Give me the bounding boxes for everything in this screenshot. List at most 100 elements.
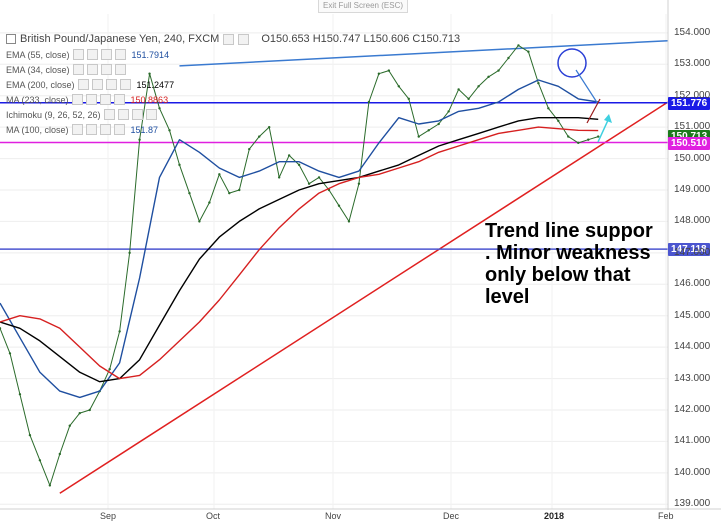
close-icon[interactable]: [105, 79, 117, 90]
y-tick-label: 145.000: [674, 309, 711, 321]
price-point: [337, 204, 341, 207]
indicator-name: MA (233, close): [6, 94, 69, 105]
settings-icon[interactable]: [85, 124, 97, 135]
price-point: [277, 176, 281, 179]
y-tick-label: 153.000: [674, 58, 711, 70]
indicator-row[interactable]: EMA (55, close) 151.7914: [6, 47, 460, 62]
indicator-row[interactable]: MA (100, close) 151.87: [6, 122, 460, 137]
price-point: [357, 182, 361, 185]
eye-icon[interactable]: [71, 124, 83, 135]
close-icon[interactable]: [99, 124, 111, 135]
y-tick-label: 149.000: [674, 184, 711, 195]
x-tick-label: Sep: [100, 511, 117, 521]
price-point: [48, 484, 52, 487]
indicator-value: 151.87: [130, 124, 159, 135]
projection-line-2: [586, 98, 601, 124]
settings-icon[interactable]: [117, 109, 129, 120]
drawings: [0, 39, 669, 494]
y-tick-label: 154.000: [674, 26, 711, 38]
price-point: [497, 69, 500, 72]
indicator-row[interactable]: EMA (200, close) 151.2477: [6, 77, 460, 92]
close-icon[interactable]: [131, 109, 143, 120]
y-tick-label: 147.000: [674, 246, 711, 258]
price-point: [517, 44, 520, 47]
price-point: [467, 97, 470, 101]
projection-line-1: [575, 69, 599, 105]
price-point: [377, 72, 381, 75]
x-tick-label: Feb: [658, 511, 674, 521]
price-point: [567, 135, 570, 138]
price-point: [487, 75, 490, 79]
price-point: [18, 393, 22, 396]
eye-icon[interactable]: [77, 79, 89, 90]
settings-icon[interactable]: [86, 49, 98, 60]
y-tick-label: 140.000: [674, 466, 711, 478]
close-icon[interactable]: [99, 94, 111, 105]
price-tag: 147.118: [668, 243, 710, 257]
indicator-row[interactable]: MA (233, close) 150.8863: [6, 92, 460, 107]
indicator-name: EMA (55, close): [6, 49, 70, 60]
more-icon[interactable]: [114, 64, 126, 75]
x-tick-label: Dec: [443, 511, 460, 521]
close-icon[interactable]: [238, 33, 250, 45]
price-point: [108, 367, 111, 371]
price-point: [78, 411, 81, 415]
x-tick-label: Oct: [206, 511, 221, 521]
indicator-row[interactable]: EMA (34, close): [6, 62, 460, 77]
settings-icon[interactable]: [86, 64, 98, 75]
y-tick-label: 142.000: [674, 404, 711, 415]
price-point: [287, 154, 291, 157]
indicator-name: MA (100, close): [6, 124, 69, 135]
y-tick-label: 152.000: [674, 89, 711, 101]
price-point: [587, 138, 590, 141]
price-point: [267, 125, 271, 129]
more-icon[interactable]: [119, 79, 131, 90]
price-point: [58, 452, 62, 456]
price-tag: 150.510: [668, 136, 711, 150]
y-tick-label: 141.000: [674, 435, 711, 447]
price-point: [387, 69, 391, 72]
more-icon[interactable]: [114, 49, 126, 60]
more-icon[interactable]: [145, 109, 157, 120]
eye-icon[interactable]: [103, 109, 115, 120]
x-tick-label: Nov: [325, 511, 342, 521]
cyan-arrow-head: [604, 114, 612, 123]
more-icon[interactable]: [113, 94, 125, 105]
more-icon[interactable]: [113, 124, 125, 135]
symbol-title: British Pound/Japanese Yen, 240, FXCM: [20, 33, 220, 45]
collapse-icon[interactable]: [6, 34, 16, 44]
price-point: [28, 433, 32, 437]
indicator-row[interactable]: Ichimoku (9, 26, 52, 26): [6, 107, 460, 122]
price-point: [238, 188, 241, 192]
highlight-circle: [557, 48, 587, 78]
series-ema-200-close: [0, 116, 599, 383]
price-point: [148, 72, 151, 75]
price-point: [577, 141, 580, 145]
settings-icon[interactable]: [91, 79, 103, 90]
eye-icon[interactable]: [72, 49, 84, 60]
price-tag: 151.776: [668, 96, 711, 110]
eye-icon[interactable]: [71, 94, 83, 105]
price-point: [317, 176, 321, 179]
indicator-name: EMA (34, close): [6, 64, 70, 75]
close-icon[interactable]: [100, 64, 112, 75]
price-point: [447, 110, 450, 113]
indicator-value: 150.8863: [130, 94, 169, 105]
settings-icon[interactable]: [223, 33, 235, 45]
price-point: [208, 201, 211, 204]
exit-fullscreen-button[interactable]: Exit Full Screen (ESC): [318, 0, 408, 13]
legend-title-row: British Pound/Japanese Yen, 240, FXCM O1…: [6, 31, 460, 47]
y-tick-label: 150.000: [674, 152, 711, 164]
price-point: [417, 135, 420, 138]
price-point: [68, 424, 71, 427]
price-point: [158, 107, 161, 110]
eye-icon[interactable]: [72, 64, 84, 75]
price-point: [297, 163, 301, 167]
price-point: [307, 182, 311, 185]
settings-icon[interactable]: [85, 94, 97, 105]
top-bar: Exit Full Screen (ESC): [0, 0, 721, 14]
price-point: [547, 107, 550, 110]
y-tick-label: 143.000: [674, 372, 711, 384]
price-point: [0, 327, 2, 330]
close-icon[interactable]: [100, 49, 112, 60]
